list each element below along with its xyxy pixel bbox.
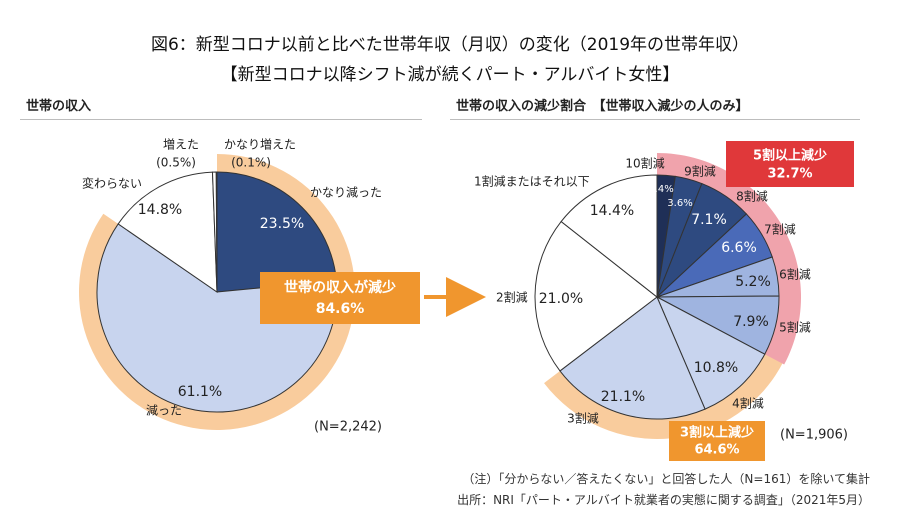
right-value-label-6: 7.9% [733, 314, 769, 330]
slice-2 [96, 223, 338, 413]
right-value-label-2: 3.6% [667, 198, 692, 209]
right-category-label-6: 5割減 [779, 320, 811, 335]
right-value-label-4: 6.6% [721, 240, 757, 256]
right-value-label-7: 10.8% [694, 360, 738, 376]
right-n-label: (N=1,906) [780, 428, 848, 443]
slice-5 [215, 171, 218, 293]
right-value-label-8: 21.1% [601, 389, 645, 405]
five-plus-callout [726, 141, 854, 187]
right-category-label-5: 6割減 [779, 267, 811, 282]
slice-9 [534, 220, 658, 372]
slice-8 [559, 296, 706, 420]
value-label-kawaranai: 14.8% [138, 202, 182, 218]
category-label-hetta: 減った [146, 403, 182, 418]
three-plus-callout-value: 64.6% [694, 443, 739, 458]
chart-title-line1: 図6：新型コロナ以前と比べた世帯年収（月収）の変化（2019年の世帯年収） [150, 35, 750, 55]
right-pie [534, 153, 801, 439]
source-note: 出所：NRI「パート・アルバイト就業者の実態に関する調査」（2021年5月） [457, 493, 870, 507]
footnote: （注）「分からない／答えたくない」と回答した人（N=161）を除いて集計 [462, 472, 870, 486]
category-label-kawaranai: 変わらない [82, 176, 142, 191]
left-section-divider [20, 119, 422, 120]
chart-title-line2: 【新型コロナ以降シフト減が続くパート・アルバイト女性】 [220, 65, 680, 85]
five-plus-highlight-ring [657, 153, 801, 365]
right-value-label-3: 7.1% [691, 212, 727, 228]
right-category-label-4: 7割減 [764, 222, 796, 237]
right-section-divider [450, 119, 860, 120]
slice-7 [655, 295, 766, 410]
decrease-callout-label: 世帯の収入が減少 [284, 279, 396, 296]
value-label-kanari-fueta: (0.1%) [231, 156, 271, 170]
left-pie [79, 154, 356, 430]
slice-10 [560, 174, 658, 299]
category-label-kanari-hetta: かなり減った [310, 185, 382, 200]
slice-1 [216, 171, 338, 293]
right-category-label-8: 3割減 [567, 411, 599, 426]
decrease-callout [260, 272, 420, 324]
five-plus-callout-value: 32.7% [767, 167, 812, 182]
category-label-kanari-fueta: かなり増えた [224, 138, 296, 152]
right-value-label-10: 14.4% [590, 203, 634, 219]
right-category-label-9: 2割減 [496, 290, 528, 305]
value-label-hetta: 61.1% [178, 384, 222, 400]
value-label-kanari-hetta: 23.5% [260, 216, 304, 232]
left-section-title: 世帯の収入 [26, 99, 92, 114]
slice-3 [117, 171, 218, 293]
value-label-fueta: (0.5%) [156, 156, 196, 170]
right-category-label-1: 10割減 [625, 156, 664, 171]
left-n-label: (N=2,242) [314, 420, 382, 435]
right-category-label-2: 9割減 [684, 164, 716, 179]
right-category-label-10: 1割減またはそれ以下 [474, 174, 590, 189]
decrease-callout-value: 84.6% [316, 301, 365, 317]
right-category-label-3: 8割減 [736, 189, 768, 204]
category-label-fueta: 増えた [163, 138, 199, 152]
right-section-title: 世帯の収入の減少割合 【世帯収入減少の人のみ】 [456, 99, 749, 114]
right-value-label-1: 2.4% [648, 184, 673, 195]
right-value-label-9: 21.0% [539, 291, 583, 307]
three-plus-callout [669, 421, 765, 461]
five-plus-callout-label: 5割以上減少 [753, 148, 827, 164]
three-plus-callout-label: 3割以上減少 [680, 425, 754, 441]
right-category-label-7: 4割減 [732, 396, 764, 411]
right-value-label-5: 5.2% [735, 274, 771, 290]
